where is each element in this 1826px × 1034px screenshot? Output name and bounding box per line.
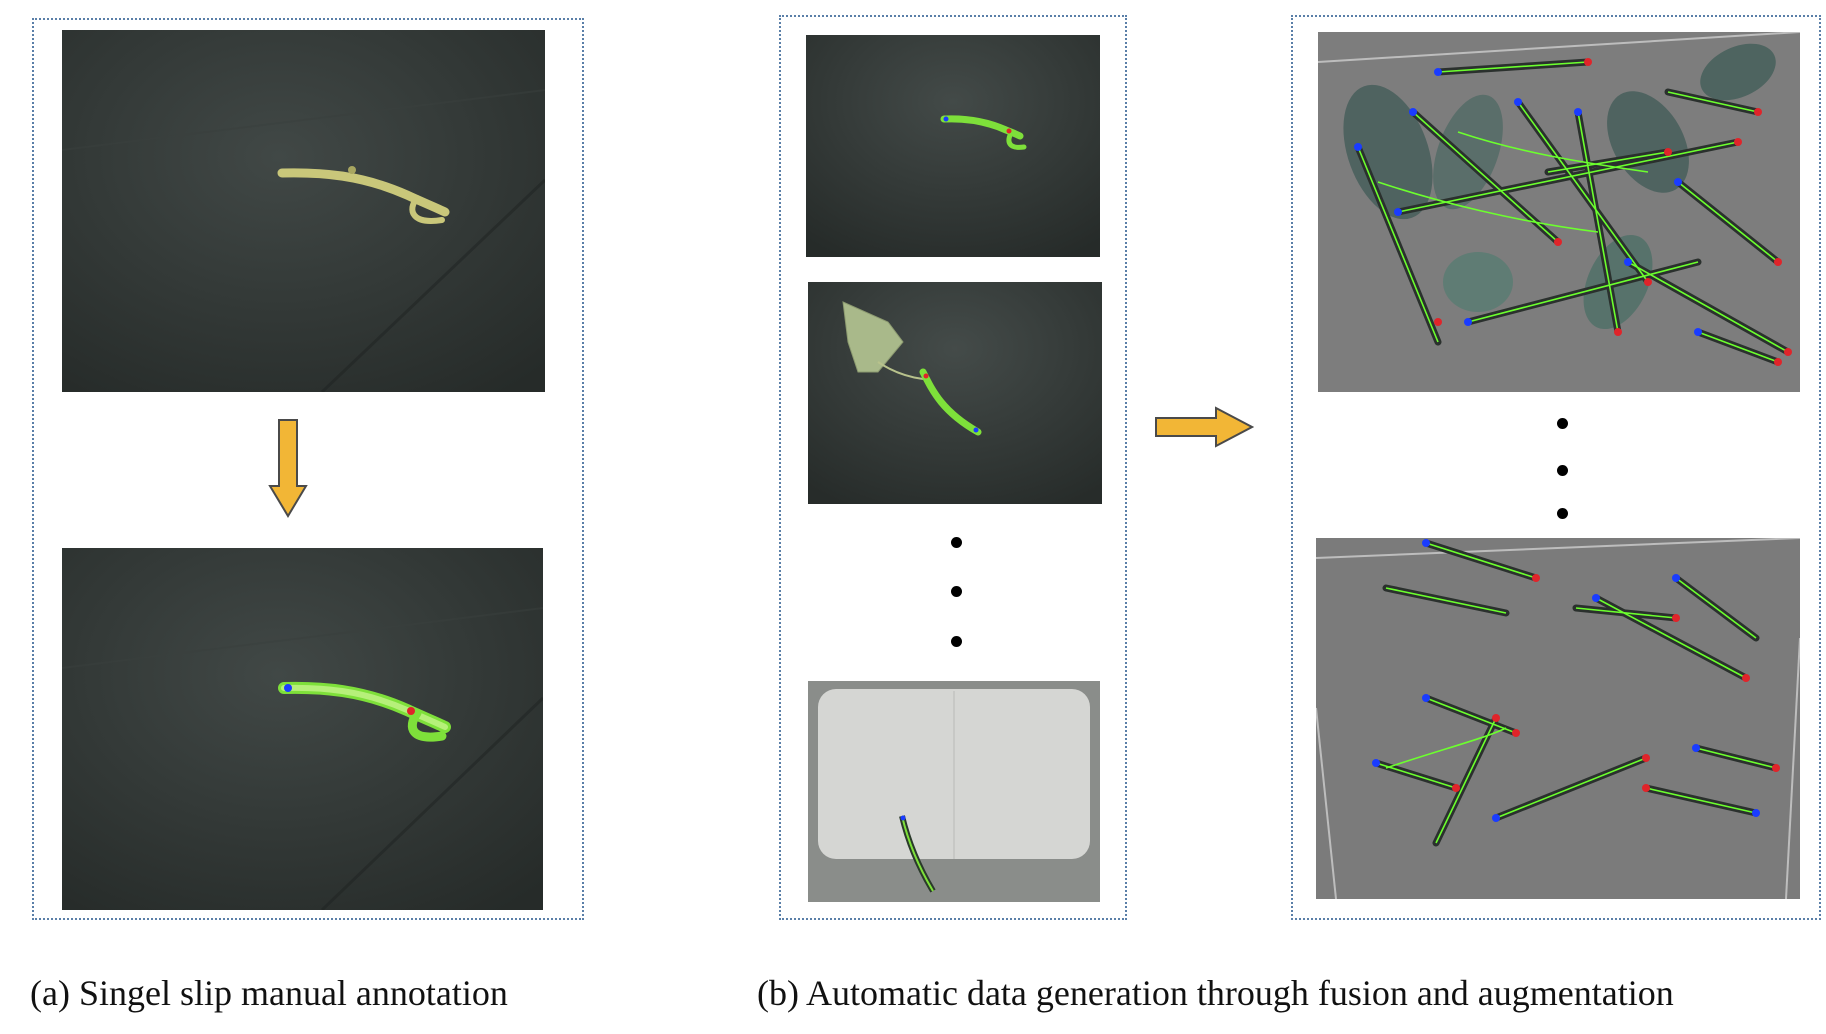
source-photo-2 bbox=[808, 282, 1102, 504]
panel-b-source-images bbox=[779, 15, 1127, 920]
right-arrow-icon bbox=[1154, 405, 1255, 449]
ellipsis-dots-icon bbox=[1557, 508, 1568, 519]
caption-b: (b) Automatic data generation through fu… bbox=[757, 973, 1674, 1013]
panel-b-generated-images bbox=[1291, 15, 1821, 920]
ellipsis-dots-icon bbox=[951, 537, 962, 548]
source-photo-1 bbox=[806, 35, 1100, 257]
ellipsis-dots-icon bbox=[951, 586, 962, 597]
ellipsis-dots-icon bbox=[1557, 465, 1568, 476]
caption-a: (a) Singel slip manual annotation bbox=[30, 973, 508, 1013]
ellipsis-dots-icon bbox=[1557, 418, 1568, 429]
source-photo-3 bbox=[808, 681, 1100, 902]
raw-slip-photo bbox=[62, 30, 545, 392]
generated-photo-1 bbox=[1318, 32, 1800, 392]
down-arrow-icon bbox=[268, 418, 308, 518]
ellipsis-dots-icon bbox=[951, 636, 962, 647]
generated-photo-2 bbox=[1316, 538, 1800, 899]
panel-a-manual-annotation bbox=[32, 18, 584, 920]
annotated-slip-photo bbox=[62, 548, 543, 910]
